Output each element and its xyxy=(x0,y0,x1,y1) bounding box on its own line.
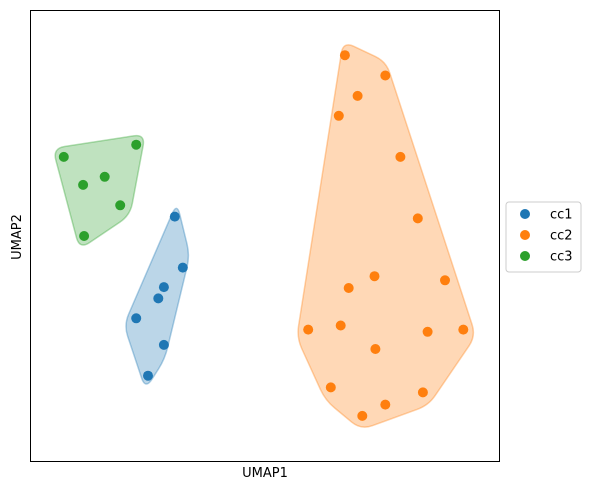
point-cc3-2 xyxy=(58,151,69,162)
point-cc2-6 xyxy=(412,213,423,224)
point-cc2-4 xyxy=(333,110,344,121)
point-cc2-2 xyxy=(380,70,391,81)
legend-label-cc1: cc1 xyxy=(550,208,573,223)
legend-marker-cc1 xyxy=(520,209,530,219)
point-cc2-13 xyxy=(458,324,469,335)
legend-marker-cc3 xyxy=(520,251,530,261)
point-cc2-9 xyxy=(343,283,354,293)
point-cc2-15 xyxy=(325,382,336,393)
point-cc1-3 xyxy=(158,282,169,293)
point-cc2-3 xyxy=(352,90,363,101)
point-cc3-1 xyxy=(131,139,142,150)
point-cc3-5 xyxy=(115,200,126,211)
point-cc1-7 xyxy=(143,370,153,381)
point-cc1-6 xyxy=(158,339,169,350)
point-cc1-1 xyxy=(169,211,180,222)
point-cc2-16 xyxy=(380,399,391,410)
cluster-hulls xyxy=(54,44,475,428)
point-cc2-10 xyxy=(335,320,346,331)
legend-label-cc3: cc3 xyxy=(550,250,573,265)
point-cc2-14 xyxy=(370,344,381,354)
point-cc1-4 xyxy=(153,293,164,304)
data-points xyxy=(58,50,469,421)
cluster-hull-cc3 xyxy=(54,134,145,246)
point-cc3-4 xyxy=(78,179,89,190)
point-cc2-17 xyxy=(417,387,428,398)
point-cc1-2 xyxy=(177,262,188,273)
y-axis-label: UMAP2 xyxy=(10,214,25,260)
point-cc2-8 xyxy=(440,275,450,286)
point-cc1-5 xyxy=(131,313,142,324)
point-cc2-7 xyxy=(369,271,380,282)
plot-frame xyxy=(30,10,500,462)
point-cc2-12 xyxy=(422,326,433,337)
point-cc3-3 xyxy=(99,171,110,182)
point-cc2-5 xyxy=(395,151,406,162)
cluster-hull-cc2 xyxy=(297,44,475,428)
legend: cc1 cc2 cc3 xyxy=(505,201,582,273)
point-cc2-11 xyxy=(303,324,314,335)
legend-marker-cc2 xyxy=(520,230,530,240)
point-cc2-1 xyxy=(339,50,350,61)
point-cc2-18 xyxy=(357,410,368,421)
point-cc3-6 xyxy=(79,231,90,241)
x-axis-label: UMAP1 xyxy=(242,466,288,481)
legend-label-cc2: cc2 xyxy=(550,229,573,244)
